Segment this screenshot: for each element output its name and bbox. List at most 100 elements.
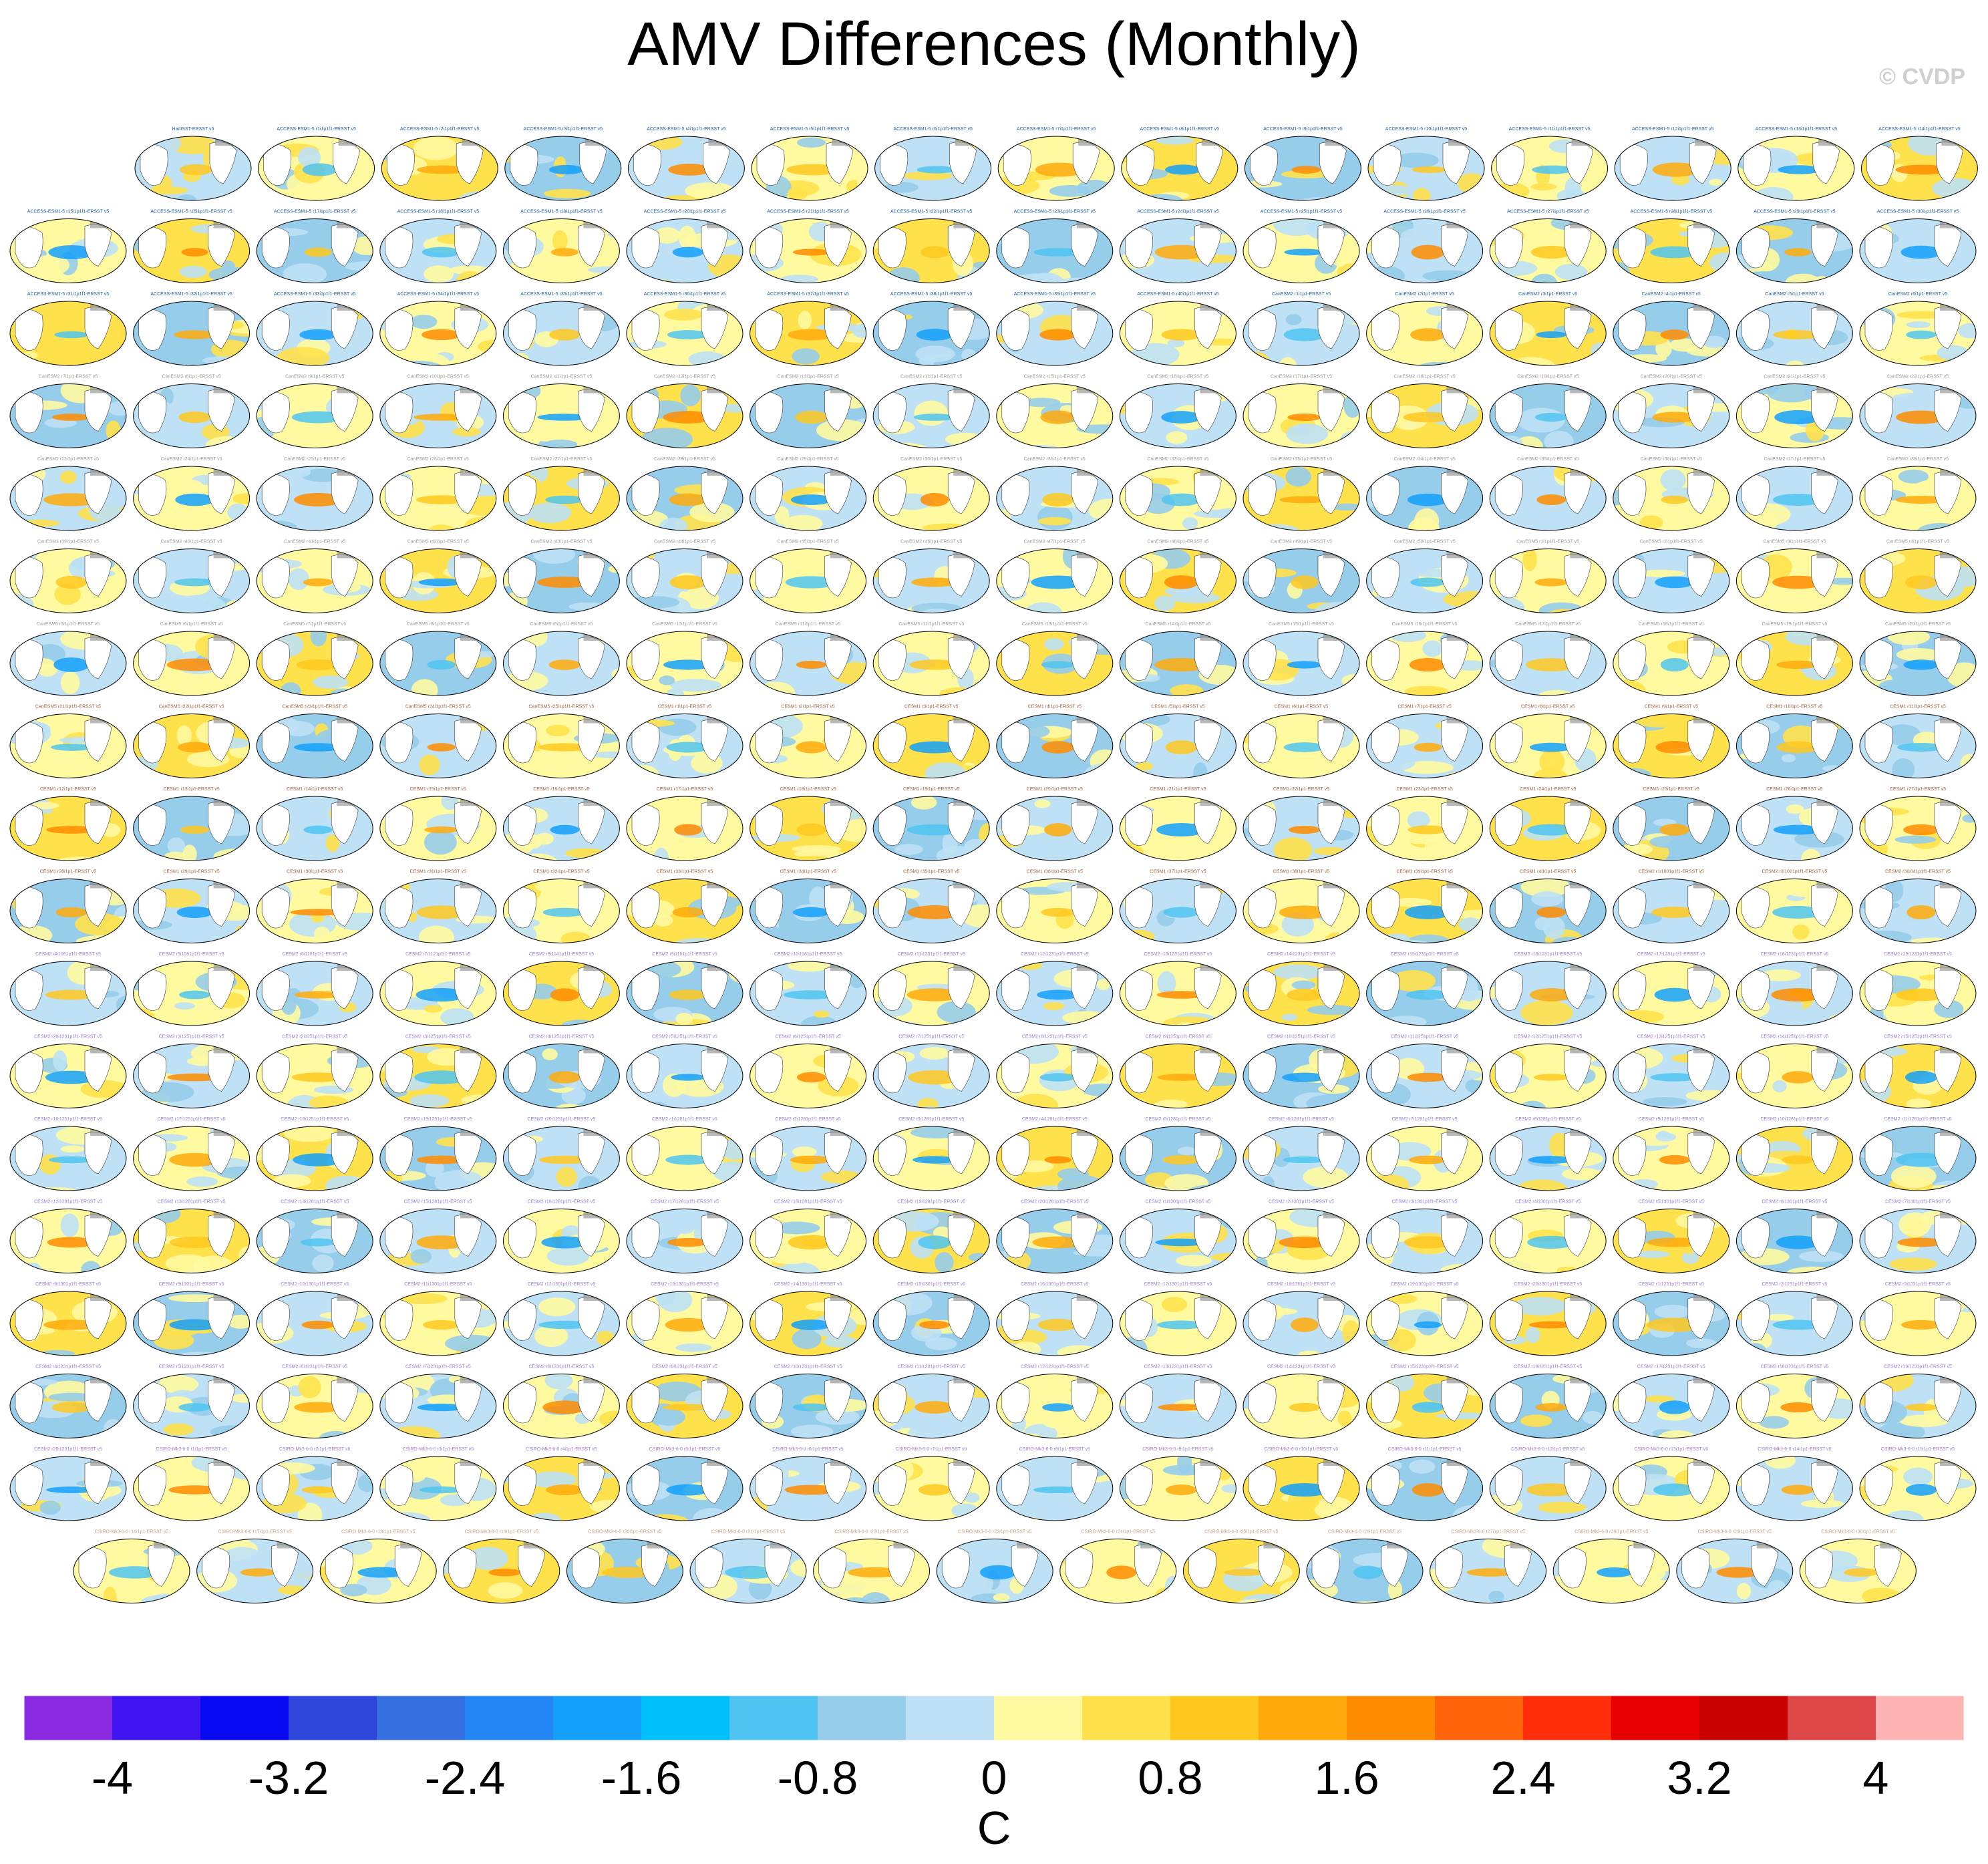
map-panel: CanESM2 r27i1p1-ERSST v5 [502,457,620,531]
panel-label: CanESM2 r5i1p1-ERSST v5 [1765,292,1824,297]
panel-label: CESM2 r19i1301p1f1-ERSST v5 [1391,1282,1459,1287]
panel-outline [1242,961,1360,1026]
panel-label: CanESM5 r19i1p1f1-ERSST v5 [1762,622,1827,627]
panel-outline [256,466,373,531]
panel-outline [1366,879,1484,943]
map-panel: CESM2 r11i1251p1f1-ERSST v5 [1366,1035,1484,1108]
map-panel: CESM1 r12i1p1-ERSST v5 [9,787,127,861]
map-panel: ACCESS-ESM1-5 r37i1p1f1-ERSST v5 [750,292,867,366]
panel-label: CESM2 r6i1301p1f1-ERSST v5 [1762,1200,1827,1205]
map-panel: CESM2 r13i1231p1f1-ERSST v5 [1119,1365,1236,1438]
map-panel: CESM2 r8i1251p1f1-ERSST v5 [996,1035,1114,1108]
panel-outline [626,1044,743,1108]
map-panel: CanESM2 r40i1p1-ERSST v5 [133,540,251,613]
map-panel: CESM2 r11i1231p1f1-ERSST v5 [872,952,990,1026]
panel-outline [872,466,990,531]
panel-outline [379,1456,497,1521]
map-panel: ACCESS-ESM1-5 r33i1p1f1-ERSST v5 [256,292,373,366]
map-panel: CanESM2 r43i1p1-ERSST v5 [502,540,620,613]
map-panel: CSIRO-Mk3-6-0 r15i1p1-ERSST v5 [1859,1447,1977,1521]
panel-label: CESM2 r7i1251p1f1-ERSST v5 [898,1035,964,1040]
panel-outline [750,466,867,531]
map-panel: ACCESS-ESM1-5 r23i1p1f1-ERSST v5 [996,210,1114,283]
map-panel: CESM2 r5i1301p1f1-ERSST v5 [1613,1200,1730,1273]
map-panel: CESM1 r25i1p1-ERSST v5 [1613,787,1730,861]
colorbar-tick-label: -0.8 [778,1752,858,1804]
panel-label: ACCESS-ESM1-5 r3i1p1f1-ERSST v5 [524,127,603,132]
map-panel: CSIRO-Mk3-6-0 r18i1p1-ERSST v5 [319,1530,437,1603]
panel-outline [1119,631,1236,696]
panel-outline [502,549,620,613]
panel-outline [1119,1044,1236,1108]
panel-outline [1489,383,1607,448]
panel-label: CanESM5 r25i1p1f1-ERSST v5 [528,705,594,710]
map-panel: ACCESS-ESM1-5 r19i1p1f1-ERSST v5 [502,210,620,283]
panel-outline [502,1044,620,1108]
map-panel: CanESM2 r45i1p1-ERSST v5 [750,540,867,613]
panel-label: CSIRO-Mk3-6-0 r10i1p1-ERSST v5 [1265,1447,1338,1452]
map-panel: CanESM5 r16i1p1f1-ERSST v5 [1366,622,1484,696]
panel-outline [1242,796,1360,861]
panel-outline [379,1209,497,1273]
panel-label: CSIRO-Mk3-6-0 r16i1p1-ERSST v5 [95,1530,168,1535]
map-panel: CSIRO-Mk3-6-0 r11i1p1-ERSST v5 [1366,1447,1484,1521]
panel-label: ACCESS-ESM1-5 r15i1p1f1-ERSST v5 [27,210,110,214]
panel-outline [443,1539,560,1603]
colorbar-segment [1347,1696,1435,1740]
panel-label: CESM2 r18i1251p1f1-ERSST v5 [281,1117,349,1122]
map-panel: CanESM2 r14i1p1-ERSST v5 [872,375,990,448]
panel-label: CESM1 r27i1p1-ERSST v5 [1890,787,1946,792]
panel-label: CSIRO-Mk3-6-0 r5i1p1-ERSST v5 [649,1447,721,1452]
panel-outline [1552,1539,1670,1603]
panel-label: ACCESS-ESM1-5 r19i1p1f1-ERSST v5 [520,210,603,214]
panel-label: ACCESS-ESM1-5 r37i1p1f1-ERSST v5 [767,292,849,297]
panel-label: CanESM5 r24i1p1f1-ERSST v5 [405,705,471,710]
panel-outline [502,631,620,696]
panel-outline [1859,714,1977,778]
map-panel: CanESM2 r3i1p1-ERSST v5 [1489,292,1607,366]
panel-label: CESM1 r4i1p1-ERSST v5 [1028,705,1082,710]
map-panel: CanESM2 r15i1p1-ERSST v5 [996,375,1114,448]
panel-label: CSIRO-Mk3-6-0 r13i1p1-ERSST v5 [1635,1447,1708,1452]
panel-outline [1613,1374,1730,1438]
panel-outline [1859,961,1977,1026]
map-panel: ACCESS-ESM1-5 r39i1p1f1-ERSST v5 [996,292,1114,366]
map-panel: CanESM2 r20i1p1-ERSST v5 [1613,375,1730,448]
map-panel: CESM2 r8i1301p1f1-ERSST v5 [9,1282,127,1356]
map-panel: CESM2 r3i1301p1f1-ERSST v5 [1366,1200,1484,1273]
map-panel: CESM2 r10i1181p1f1-ERSST v5 [750,952,867,1026]
panel-outline [872,1126,990,1191]
map-panel: CESM2 r14i1301p1f1-ERSST v5 [750,1282,867,1356]
panel-label: CESM2 r1i1231p1f1-ERSST v5 [1639,1282,1704,1287]
panel-outline [133,796,251,861]
map-panel: CESM1 r15i1p1-ERSST v5 [379,787,497,861]
map-panel: ACCESS-ESM1-5 r20i1p1f1-ERSST v5 [626,210,743,283]
map-panel: CanESM5 r5i1p1f1-ERSST v5 [9,622,127,696]
panel-label: CSIRO-Mk3-6-0 r21i1p1-ERSST v5 [711,1530,785,1535]
panel-label: ACCESS-ESM1-5 r1i1p1f1-ERSST v5 [277,127,356,132]
panel-label: CanESM2 r49i1p1-ERSST v5 [1271,540,1332,545]
map-panel: CESM2 r5i1281p1f1-ERSST v5 [1119,1117,1236,1191]
map-panel: CESM2 r10i1251p1f1-ERSST v5 [1242,1035,1360,1108]
panel-outline [1119,961,1236,1026]
map-panel: CESM2 r2i1301p1f1-ERSST v5 [1242,1200,1360,1273]
panel-label: CanESM5 r13i1p1f1-ERSST v5 [1022,622,1088,627]
panel-label: CanESM5 r2i1p1f1-ERSST v5 [1640,540,1703,545]
map-panel: CESM2 r1i1231p1f1-ERSST v5 [1613,1282,1730,1356]
panel-label: ACCESS-ESM1-5 r23i1p1f1-ERSST v5 [1014,210,1096,214]
map-panel: CESM2 r18i1301p1f1-ERSST v5 [1242,1282,1360,1356]
panel-outline [502,714,620,778]
map-panel: CanESM2 r31i1p1-ERSST v5 [996,457,1114,531]
panel-outline [1859,1209,1977,1273]
panel-outline [1859,631,1977,696]
panel-label: CESM1 r26i1p1-ERSST v5 [1766,787,1822,792]
panel-label: CESM2 r6i1231p1f1-ERSST v5 [282,1365,347,1370]
panel-label: CESM1 r17i1p1-ERSST v5 [657,787,713,792]
panel-label: CESM1 r30i1p1-ERSST v5 [287,870,343,875]
panel-label: CESM2 r6i1251p1f1-ERSST v5 [776,1035,841,1040]
panel-label: ACCESS-ESM1-5 r38i1p1f1-ERSST v5 [890,292,973,297]
panel-outline [750,301,867,366]
panel-outline [9,466,127,531]
map-panel: CESM2 r2i1231p1f1-ERSST v5 [1735,1282,1853,1356]
panel-label: CESM2 r19i1231p1f1-ERSST v5 [1884,952,1952,957]
